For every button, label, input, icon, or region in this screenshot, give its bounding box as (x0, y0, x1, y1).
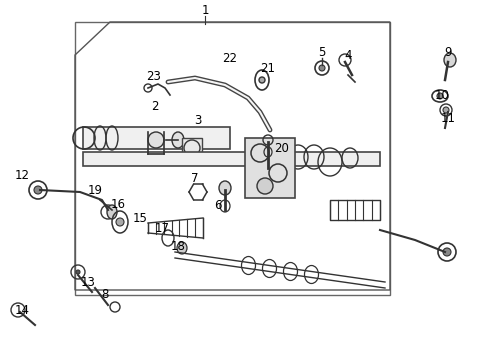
Ellipse shape (318, 65, 325, 71)
Ellipse shape (436, 93, 442, 99)
Text: 7: 7 (191, 171, 198, 185)
Ellipse shape (76, 270, 80, 274)
Text: 9: 9 (443, 45, 451, 59)
Text: 12: 12 (15, 168, 29, 181)
Text: 4: 4 (344, 49, 351, 62)
Text: 10: 10 (434, 89, 448, 102)
Text: 18: 18 (170, 239, 185, 252)
Text: 20: 20 (274, 141, 289, 154)
Text: 6: 6 (214, 198, 221, 212)
Ellipse shape (257, 178, 272, 194)
Ellipse shape (443, 53, 455, 67)
Text: 3: 3 (194, 113, 201, 126)
Bar (83, 127, 229, 149)
Bar (83, 152, 379, 166)
Ellipse shape (116, 218, 124, 226)
Text: 15: 15 (132, 212, 147, 225)
Bar (182, 138, 202, 158)
Text: 11: 11 (440, 112, 454, 125)
Text: 23: 23 (146, 69, 161, 82)
Text: 19: 19 (87, 184, 102, 197)
Ellipse shape (107, 205, 117, 219)
Text: 8: 8 (101, 288, 108, 302)
Ellipse shape (442, 107, 448, 113)
Text: 14: 14 (15, 303, 29, 316)
Text: 5: 5 (318, 45, 325, 59)
Ellipse shape (442, 248, 450, 256)
Text: 2: 2 (151, 99, 159, 113)
Text: 13: 13 (81, 275, 95, 288)
Ellipse shape (148, 132, 163, 148)
Ellipse shape (219, 181, 230, 195)
Text: 1: 1 (201, 4, 208, 17)
Text: 22: 22 (222, 51, 237, 64)
Text: 17: 17 (154, 221, 169, 234)
Text: 21: 21 (260, 62, 275, 75)
Ellipse shape (259, 77, 264, 83)
Polygon shape (244, 138, 294, 198)
Ellipse shape (172, 132, 183, 148)
Ellipse shape (177, 242, 186, 254)
Ellipse shape (34, 186, 42, 194)
Text: 16: 16 (110, 198, 125, 211)
Bar (329, 200, 379, 220)
